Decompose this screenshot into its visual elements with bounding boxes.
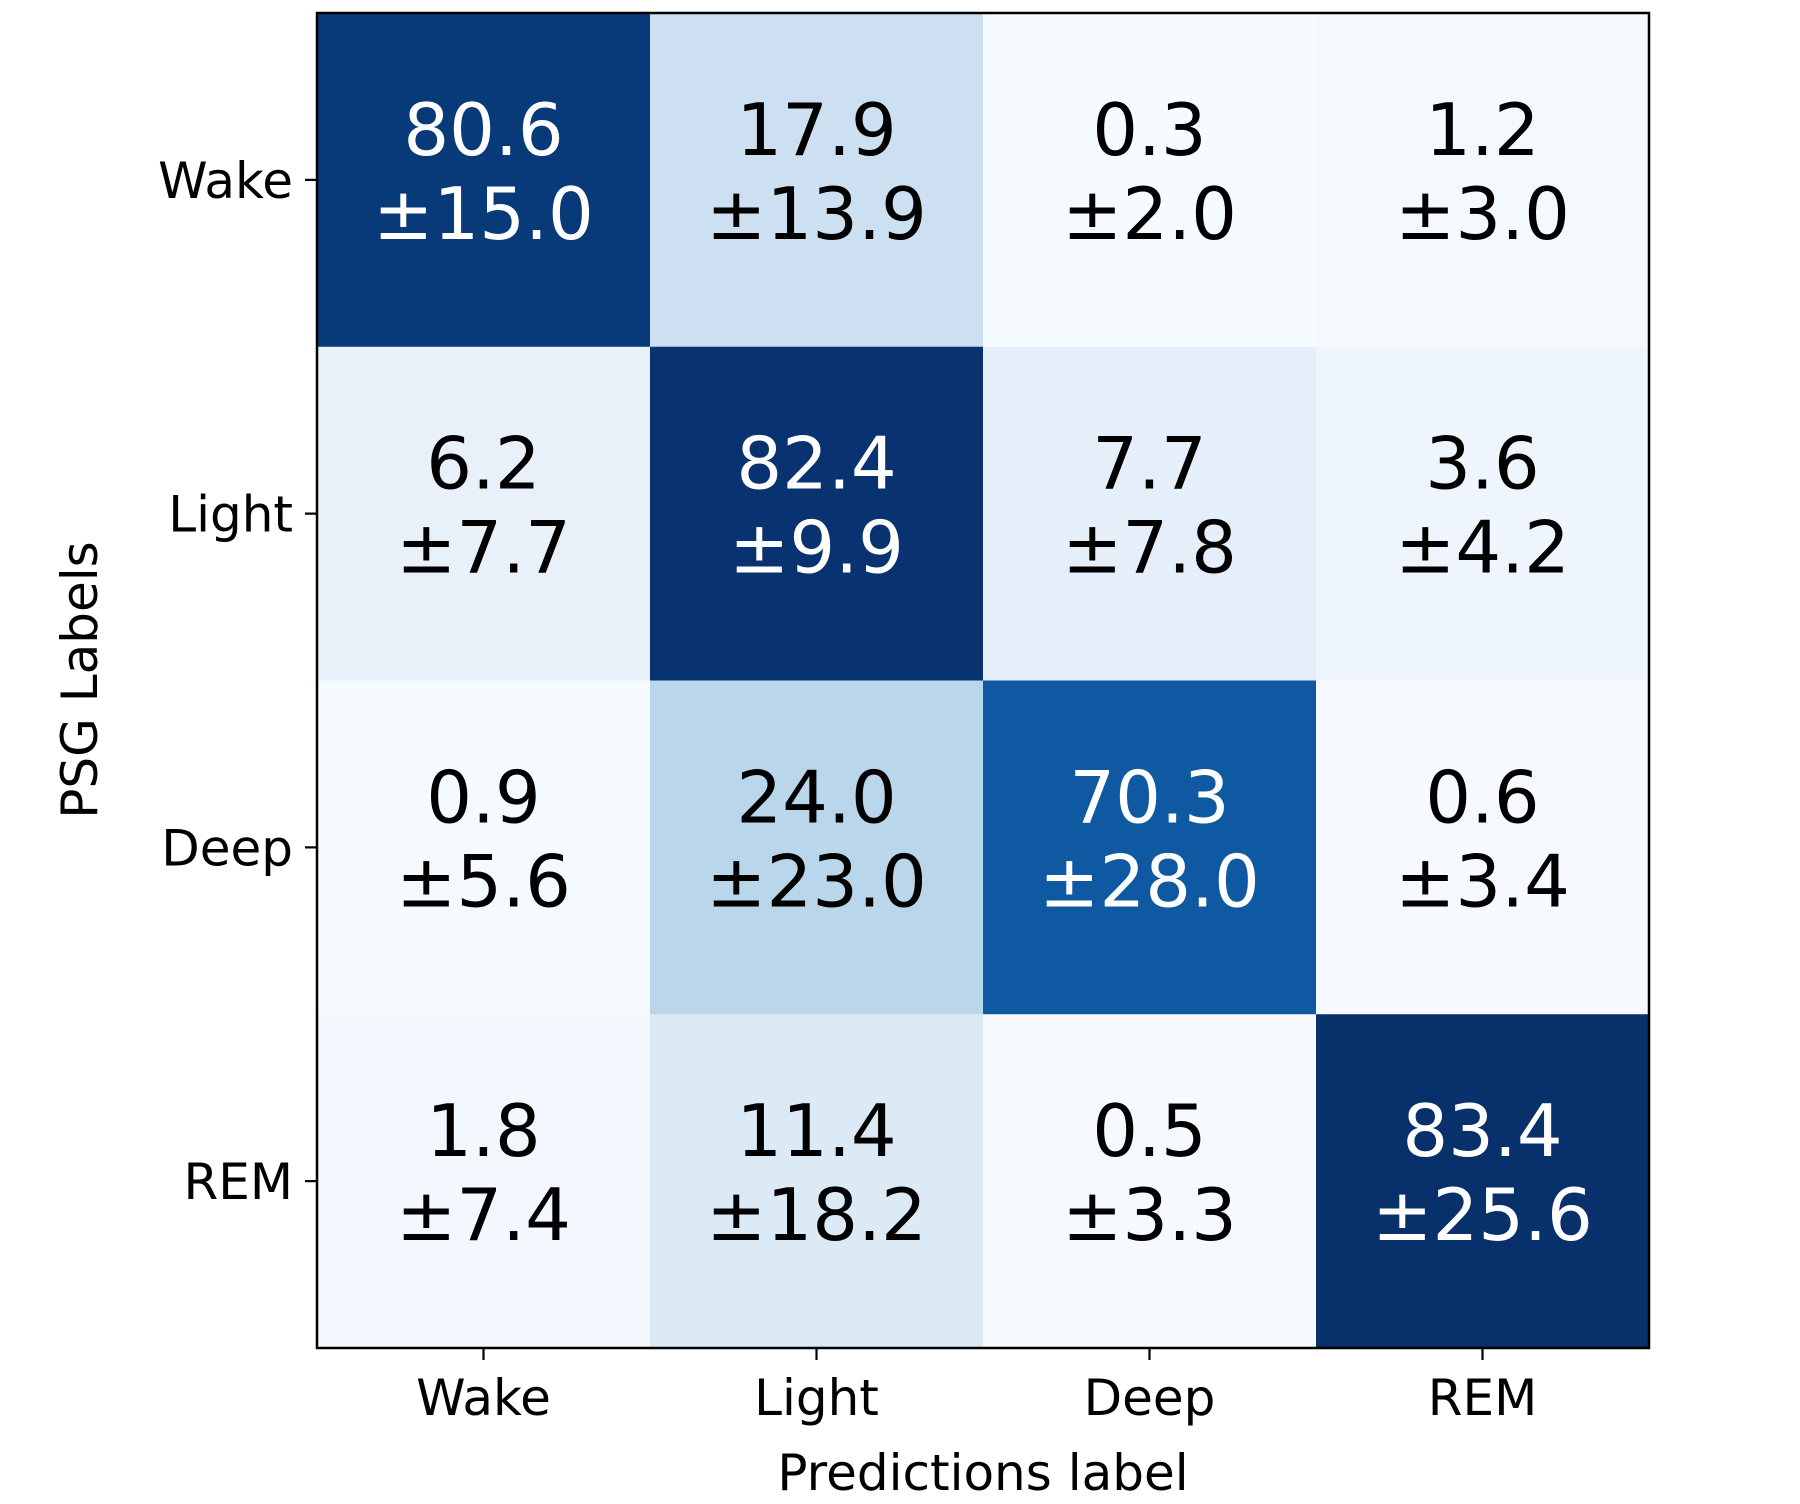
y-tick-label: REM <box>184 1153 293 1211</box>
cell-std-label: ±3.4 <box>1395 839 1570 923</box>
y-tick-label: Deep <box>161 819 293 877</box>
cell-std-label: ±7.7 <box>396 506 571 590</box>
heatmap-cells <box>317 13 1650 1349</box>
heatmap-cell-rem-deep <box>983 1014 1317 1349</box>
x-axis-label: Predictions label <box>777 1444 1188 1500</box>
heatmap-cell-deep-wake <box>317 680 651 1015</box>
cell-std-label: ±3.3 <box>1062 1173 1237 1257</box>
heatmap-cell-wake-light <box>650 13 984 348</box>
cell-std-label: ±18.2 <box>706 1173 927 1257</box>
cell-std-label: ±2.0 <box>1062 172 1237 256</box>
cell-value-label: 0.5 <box>1092 1089 1207 1173</box>
cell-value-label: 7.7 <box>1092 422 1207 506</box>
cell-value-label: 1.8 <box>426 1089 541 1173</box>
cell-value-label: 83.4 <box>1402 1089 1562 1173</box>
heatmap-cell-deep-rem <box>1316 680 1650 1015</box>
cell-std-label: ±9.9 <box>729 506 904 590</box>
heatmap-cell-rem-rem <box>1316 1014 1650 1349</box>
cell-std-label: ±15.0 <box>373 172 594 256</box>
y-axis-ticks: Wake Light Deep REM <box>158 152 317 1211</box>
cell-value-label: 0.3 <box>1092 88 1207 172</box>
x-tick-label: Deep <box>1084 1369 1216 1427</box>
cell-value-label: 11.4 <box>736 1089 896 1173</box>
heatmap-cell-deep-light <box>650 680 984 1015</box>
x-tick-label: Wake <box>416 1369 551 1427</box>
cell-value-label: 3.6 <box>1425 422 1540 506</box>
heatmap-cell-deep-deep <box>983 680 1317 1015</box>
heatmap-cell-light-deep <box>983 346 1317 682</box>
x-axis-ticks: Wake Light Deep REM <box>416 1348 1537 1427</box>
heatmap-cell-wake-wake <box>317 13 651 348</box>
cell-labels: 80.6±15.0 17.9±13.9 0.3±2.0 1.2±3.0 6.2±7.7 8… <box>373 88 1593 1257</box>
y-tick-label: Light <box>168 486 293 544</box>
cell-value-label: 1.2 <box>1425 88 1540 172</box>
cell-value-label: 0.9 <box>426 755 541 839</box>
cell-std-label: ±5.6 <box>396 839 571 923</box>
cell-std-label: ±28.0 <box>1039 839 1260 923</box>
heatmap-cell-rem-wake <box>317 1014 651 1349</box>
heatmap-cell-wake-rem <box>1316 13 1650 348</box>
y-axis-label: PSG Labels <box>51 541 109 818</box>
x-tick-label: Light <box>754 1369 879 1427</box>
heatmap-cell-light-rem <box>1316 346 1650 682</box>
cell-value-label: 0.6 <box>1425 755 1540 839</box>
cell-value-label: 6.2 <box>426 422 541 506</box>
cell-value-label: 24.0 <box>736 755 896 839</box>
heatmap-cell-wake-deep <box>983 13 1317 348</box>
y-tick-label: Wake <box>158 152 293 210</box>
cell-value-label: 80.6 <box>403 88 563 172</box>
cell-std-label: ±25.6 <box>1372 1173 1593 1257</box>
heatmap-cell-light-wake <box>317 346 651 682</box>
cell-std-label: ±3.0 <box>1395 172 1570 256</box>
cell-value-label: 82.4 <box>736 422 896 506</box>
x-tick-label: REM <box>1428 1369 1537 1427</box>
cell-std-label: ±7.8 <box>1062 506 1237 590</box>
plot-frame <box>315 11 1651 1350</box>
cell-value-label: 70.3 <box>1069 755 1229 839</box>
cell-std-label: ±23.0 <box>706 839 927 923</box>
heatmap-cell-light-light <box>650 346 984 682</box>
cell-std-label: ±4.2 <box>1395 506 1570 590</box>
cell-value-label: 17.9 <box>736 88 896 172</box>
heatmap-cell-rem-light <box>650 1014 984 1349</box>
cell-std-label: ±7.4 <box>396 1173 571 1257</box>
cell-std-label: ±13.9 <box>706 172 927 256</box>
